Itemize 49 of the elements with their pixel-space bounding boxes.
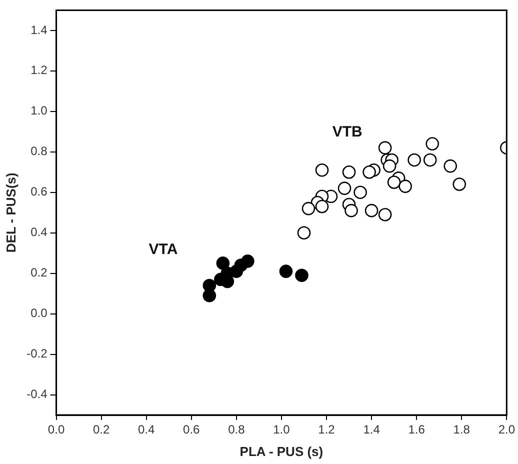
point: [444, 159, 458, 173]
y-tick-label: 0.4: [30, 225, 48, 240]
x-tick-label: 0.2: [92, 422, 110, 437]
y-tick-label: -0.2: [26, 346, 48, 361]
series-label: VTB: [332, 123, 363, 140]
point: [202, 288, 216, 302]
x-tick-label: 0.8: [228, 422, 246, 437]
x-tick-label: 2.0: [498, 422, 516, 437]
point: [344, 204, 358, 218]
y-tick-label: 0.0: [30, 306, 48, 320]
y-tick-label: 1.4: [30, 22, 48, 37]
x-tick-label: 1.6: [408, 422, 426, 437]
point: [302, 202, 316, 216]
point: [378, 141, 392, 154]
point: [382, 159, 396, 173]
y-tick-label: 1.2: [30, 63, 48, 78]
x-axis-title: PLA - PUS (s): [240, 444, 324, 459]
point: [426, 137, 439, 150]
point: [378, 208, 392, 222]
point: [423, 153, 437, 167]
point: [354, 186, 367, 200]
x-tick-label: 1.2: [318, 422, 336, 437]
x-tick-label: 0.4: [138, 422, 156, 437]
point: [216, 256, 230, 270]
y-tick-label: 1.0: [30, 104, 48, 118]
point: [362, 165, 376, 179]
y-tick-label: -0.4: [26, 387, 48, 402]
point: [279, 264, 293, 278]
point: [364, 204, 378, 218]
y-tick-label: 0.8: [30, 144, 48, 158]
x-tick-label: 0.6: [183, 422, 200, 437]
point: [338, 182, 352, 195]
point: [295, 268, 308, 282]
text: VTA: [148, 240, 178, 258]
point: [342, 165, 356, 179]
y-tick-label: 0.6: [30, 184, 48, 199]
x-tick-label: 0.0: [48, 422, 65, 437]
point: [452, 178, 466, 191]
y-tick-label: 0.2: [30, 266, 48, 280]
point: [408, 153, 421, 167]
y-axis-title: DEL - PUS(s): [3, 172, 18, 253]
point: [387, 176, 401, 189]
point: [315, 200, 329, 214]
x-tick-label: 1.0: [273, 422, 290, 437]
point: [297, 226, 311, 240]
x-tick-label: 1.8: [453, 422, 470, 437]
point: [398, 180, 412, 193]
point: [315, 163, 329, 177]
x-tick-label: 1.4: [363, 422, 380, 437]
